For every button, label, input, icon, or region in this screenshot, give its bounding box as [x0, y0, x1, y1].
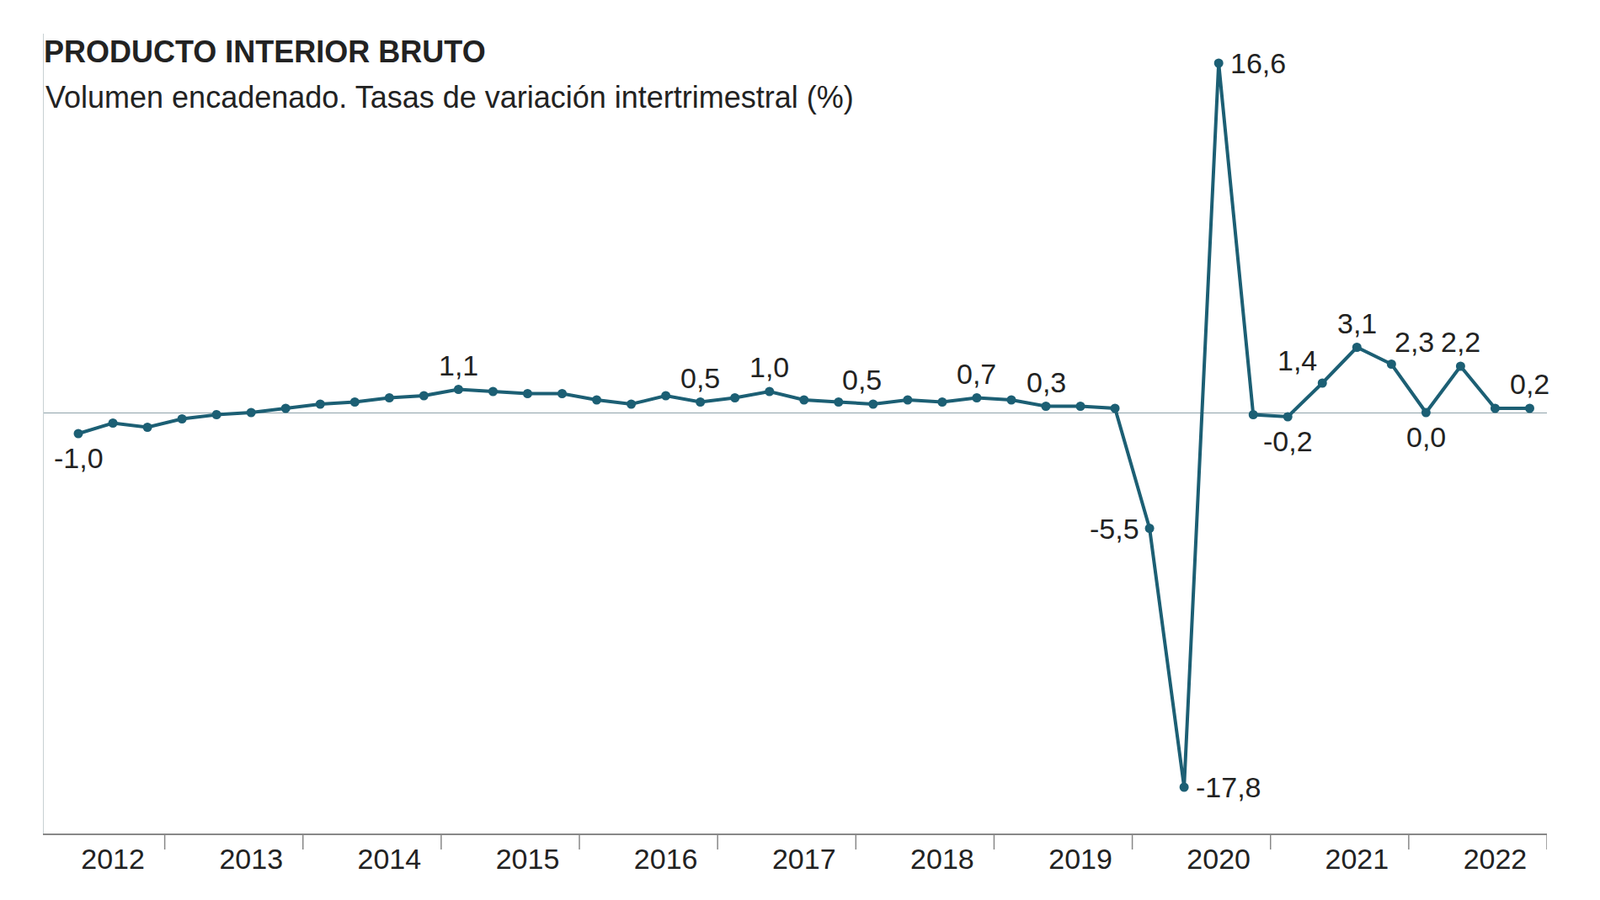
svg-text:2,2: 2,2 [1440, 325, 1481, 358]
svg-text:0,0: 0,0 [1406, 421, 1446, 454]
svg-text:1,4: 1,4 [1277, 344, 1318, 377]
svg-text:2016: 2016 [634, 842, 699, 875]
svg-text:0,5: 0,5 [680, 362, 720, 395]
svg-text:3,1: 3,1 [1337, 307, 1377, 340]
svg-text:2019: 2019 [1048, 842, 1113, 875]
svg-text:-1,0: -1,0 [53, 442, 104, 475]
svg-text:-5,5: -5,5 [1089, 512, 1140, 545]
svg-text:2021: 2021 [1324, 842, 1389, 875]
svg-text:1,0: 1,0 [749, 351, 790, 384]
svg-text:16,6: 16,6 [1230, 47, 1286, 80]
svg-text:PRODUCTO INTERIOR BRUTO: PRODUCTO INTERIOR BRUTO [43, 34, 486, 70]
svg-text:0,2: 0,2 [1509, 368, 1550, 400]
svg-text:2012: 2012 [80, 842, 145, 875]
svg-text:0,7: 0,7 [956, 357, 997, 390]
svg-text:-17,8: -17,8 [1195, 771, 1262, 804]
svg-text:2014: 2014 [357, 842, 422, 875]
svg-text:2013: 2013 [218, 842, 283, 875]
svg-text:2015: 2015 [496, 842, 560, 875]
svg-text:1,1: 1,1 [438, 349, 479, 382]
svg-text:2022: 2022 [1463, 842, 1528, 875]
svg-text:0,3: 0,3 [1026, 366, 1067, 399]
svg-text:-0,2: -0,2 [1263, 425, 1313, 458]
svg-text:2017: 2017 [772, 842, 837, 875]
svg-text:2020: 2020 [1186, 842, 1251, 875]
svg-text:2,3: 2,3 [1394, 325, 1435, 358]
svg-text:0,5: 0,5 [842, 363, 882, 396]
svg-text:Volumen encadenado. Tasas de v: Volumen encadenado. Tasas de variación i… [45, 80, 854, 115]
svg-text:2018: 2018 [910, 842, 975, 875]
